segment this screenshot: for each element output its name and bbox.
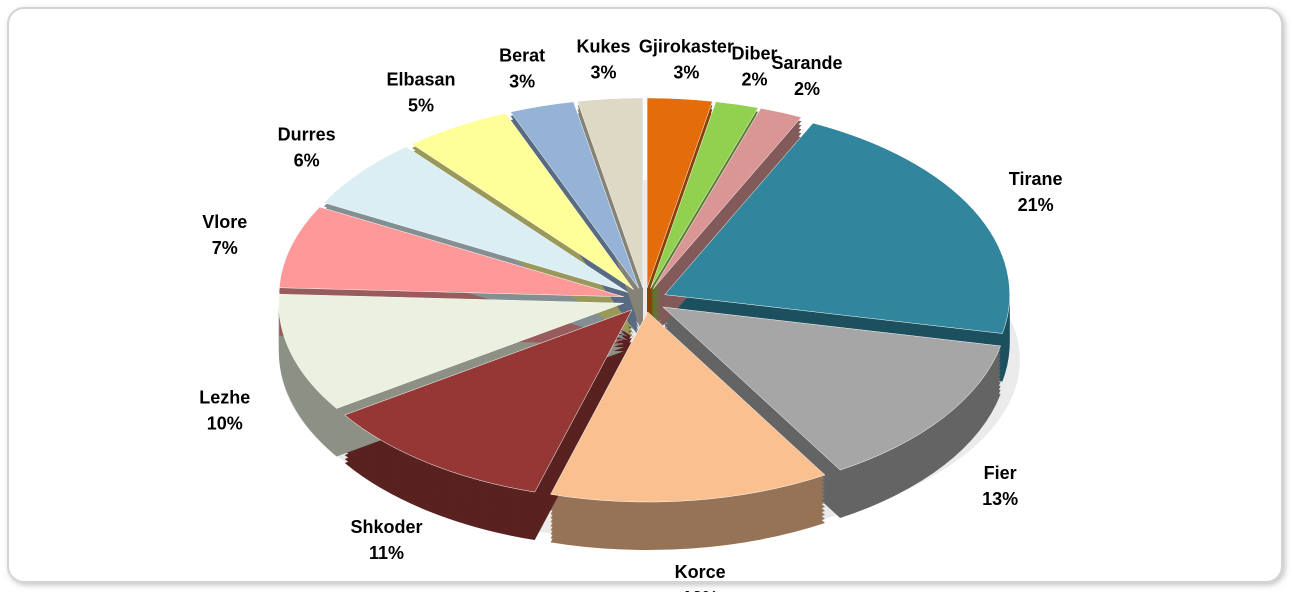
slice [344,309,633,493]
slice-label-name: Lezhe [199,388,250,408]
slice-label-name: Elbasan [387,70,456,90]
slice-label-name: Berat [499,45,545,65]
slice [650,101,759,289]
slice [510,101,640,289]
slice-label-name: Korce [675,562,726,582]
slice-label-value: 11% [369,543,404,563]
slice-label-name: Fier [984,463,1017,483]
slice-label-name: Sarande [772,53,843,73]
slice-label-name: Vlore [202,212,247,232]
slice-label-name: Gjirokaster [639,37,734,57]
slice-label-name: Shkoder [350,517,422,537]
slice-label-name: Kukes [577,37,631,57]
slice-label-value: 2% [794,79,820,99]
slice-label-name: Durres [278,124,336,144]
slice-label-value: 10% [207,414,243,434]
slice-label-name: Tirane [1009,169,1063,189]
slice-label-value: 13% [982,489,1018,509]
slice-label-value: 2% [741,69,767,89]
slice-label-value: 7% [212,238,238,258]
slice [664,122,1010,334]
slice [323,146,629,293]
slice [411,112,634,290]
slice-label-value: 21% [1018,195,1054,215]
slice-label-value: 3% [673,63,699,83]
slice-label-value: 6% [294,150,320,170]
slice [646,97,713,289]
slice-label-name: Diber [731,43,777,63]
slice-label-value: 3% [509,71,535,91]
slice [278,293,624,409]
slice [278,206,624,298]
slice [662,306,1001,471]
slice [550,311,826,503]
slice-label-value: 13% [682,588,718,592]
slice [577,97,644,289]
slice [652,107,802,289]
slice-label-value: 5% [408,96,434,116]
slice-label-value: 3% [591,63,617,83]
